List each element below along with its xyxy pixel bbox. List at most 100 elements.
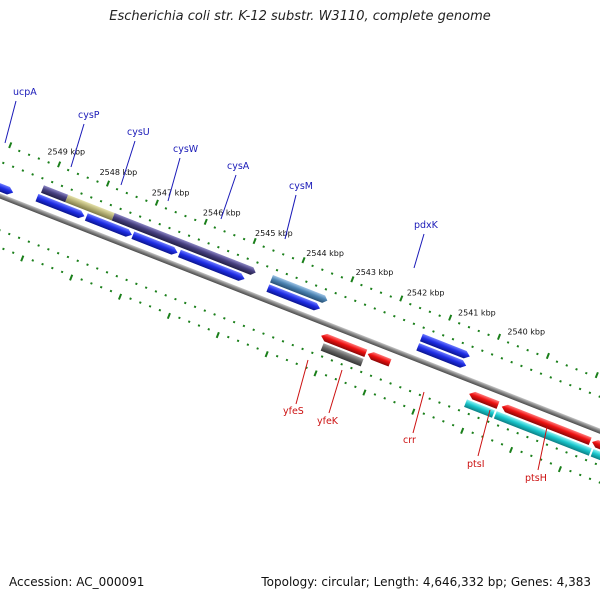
tick-mark — [105, 271, 109, 274]
tick-mark — [344, 295, 347, 299]
gene-label-ucpA[interactable]: ucpA — [13, 87, 37, 98]
tick-mark — [340, 362, 343, 366]
tick-mark — [594, 462, 598, 466]
tick-mark — [168, 226, 171, 230]
tick-mark — [350, 276, 355, 283]
tick-mark — [506, 428, 510, 431]
tick-mark — [275, 268, 279, 272]
tick-mark — [96, 180, 99, 183]
gene-label-ptsI[interactable]: ptsI — [467, 459, 485, 470]
gene-label-cysW[interactable]: cysW — [173, 144, 199, 155]
tick-mark — [183, 301, 187, 305]
gene-feature-cyan-ptsH[interactable] — [590, 449, 600, 463]
gene-feature-cysA[interactable] — [177, 249, 246, 283]
gene-feature-ucpA[interactable] — [0, 177, 15, 197]
tick-mark — [69, 274, 74, 281]
tick-mark — [119, 207, 122, 211]
tick-mark — [461, 341, 465, 345]
tick-mark — [334, 377, 338, 381]
tick-mark — [193, 218, 197, 222]
tick-mark — [526, 348, 529, 352]
tick-mark — [506, 341, 510, 344]
tick-mark — [105, 180, 111, 187]
tick-mark — [56, 251, 60, 255]
gene-feature-gray[interactable] — [320, 343, 364, 367]
tick-mark — [145, 199, 148, 203]
tick-mark — [555, 447, 559, 450]
tick-mark — [187, 234, 191, 238]
gene-feature-cysM[interactable] — [266, 284, 321, 312]
tick-mark — [467, 325, 471, 329]
tick-mark — [129, 211, 132, 215]
tick-mark — [50, 180, 54, 184]
label-leader-line — [70, 123, 85, 168]
tick-mark — [311, 351, 314, 355]
gene-label-yfeK[interactable]: yfeK — [317, 416, 339, 427]
tick-mark — [262, 332, 265, 335]
tick-mark — [530, 454, 533, 458]
tick-mark — [252, 328, 255, 332]
gene-feature-olive[interactable] — [65, 194, 115, 221]
gene-label-yfeS[interactable]: yfeS — [283, 406, 304, 417]
tick-mark — [448, 314, 453, 321]
top-gene-labels: ucpA cysP cysU cysW cysA cysM pdxK — [4, 87, 439, 269]
tick-mark — [86, 176, 90, 180]
tick-mark — [321, 268, 324, 271]
tick-mark — [291, 343, 295, 347]
chromosome-backbone — [0, 179, 600, 446]
label-leader-line — [295, 359, 309, 405]
tick-mark — [291, 256, 295, 260]
tick-mark — [51, 266, 54, 270]
tick-mark — [177, 230, 181, 234]
gene-feature-cysW[interactable] — [131, 231, 179, 256]
gene-feature-ptsH[interactable] — [591, 438, 600, 454]
gene-feature-purple-1[interactable] — [41, 185, 69, 203]
tick-mark — [115, 274, 119, 278]
gene-label-cysA[interactable]: cysA — [227, 161, 250, 172]
tick-mark — [490, 439, 494, 442]
tick-mark — [393, 314, 396, 318]
tick-mark — [217, 245, 220, 249]
tick-row-lower-outer — [2, 247, 600, 484]
gene-feature-cysU[interactable] — [84, 213, 134, 238]
gene-feature-pdxK[interactable] — [416, 343, 467, 369]
tick-mark — [422, 326, 425, 329]
tick-mark — [265, 265, 269, 268]
gene-feature-steel[interactable] — [270, 275, 329, 304]
gene-feature-pdxK-upper[interactable] — [419, 333, 471, 360]
gene-feature-cysP[interactable] — [35, 193, 86, 220]
tick-mark — [497, 333, 502, 340]
gene-feature-purple-2[interactable] — [111, 213, 257, 276]
gene-label-cysP[interactable]: cysP — [78, 110, 100, 121]
gene-feature-crr[interactable] — [468, 390, 500, 409]
tick-mark — [285, 272, 289, 276]
tick-mark — [313, 370, 318, 377]
tick-mark — [158, 222, 162, 226]
gene-label-crr[interactable]: crr — [403, 435, 416, 446]
gene-label-ptsH[interactable]: ptsH — [525, 473, 547, 484]
gene-feature-cyan-crr[interactable] — [464, 399, 495, 418]
kbp-tick-label: 2549 kbp — [47, 147, 85, 156]
tick-mark — [90, 282, 93, 285]
gene-label-cysM[interactable]: cysM — [289, 181, 313, 192]
tick-mark — [569, 383, 572, 387]
gene-feature-yfeS[interactable] — [320, 332, 368, 358]
tick-mark — [164, 294, 167, 297]
tick-mark — [412, 322, 416, 326]
tick-mark — [467, 412, 471, 416]
gene-feature-ptsI[interactable] — [500, 403, 592, 445]
tick-mark — [7, 232, 11, 236]
gene-label-pdxK[interactable]: pdxK — [414, 220, 439, 231]
tick-mark — [27, 153, 31, 157]
tick-mark — [125, 191, 129, 195]
tick-mark — [305, 280, 308, 283]
gene-feature-cyan-ptsI[interactable] — [493, 411, 592, 456]
tick-mark — [477, 416, 480, 420]
gene-label-cysU[interactable]: cysU — [127, 127, 150, 138]
gene-feature-yfeK[interactable] — [366, 350, 392, 367]
tick-mark — [373, 307, 377, 310]
label-leader-line — [537, 426, 548, 471]
tick-mark — [363, 303, 367, 306]
tick-mark — [578, 473, 582, 477]
